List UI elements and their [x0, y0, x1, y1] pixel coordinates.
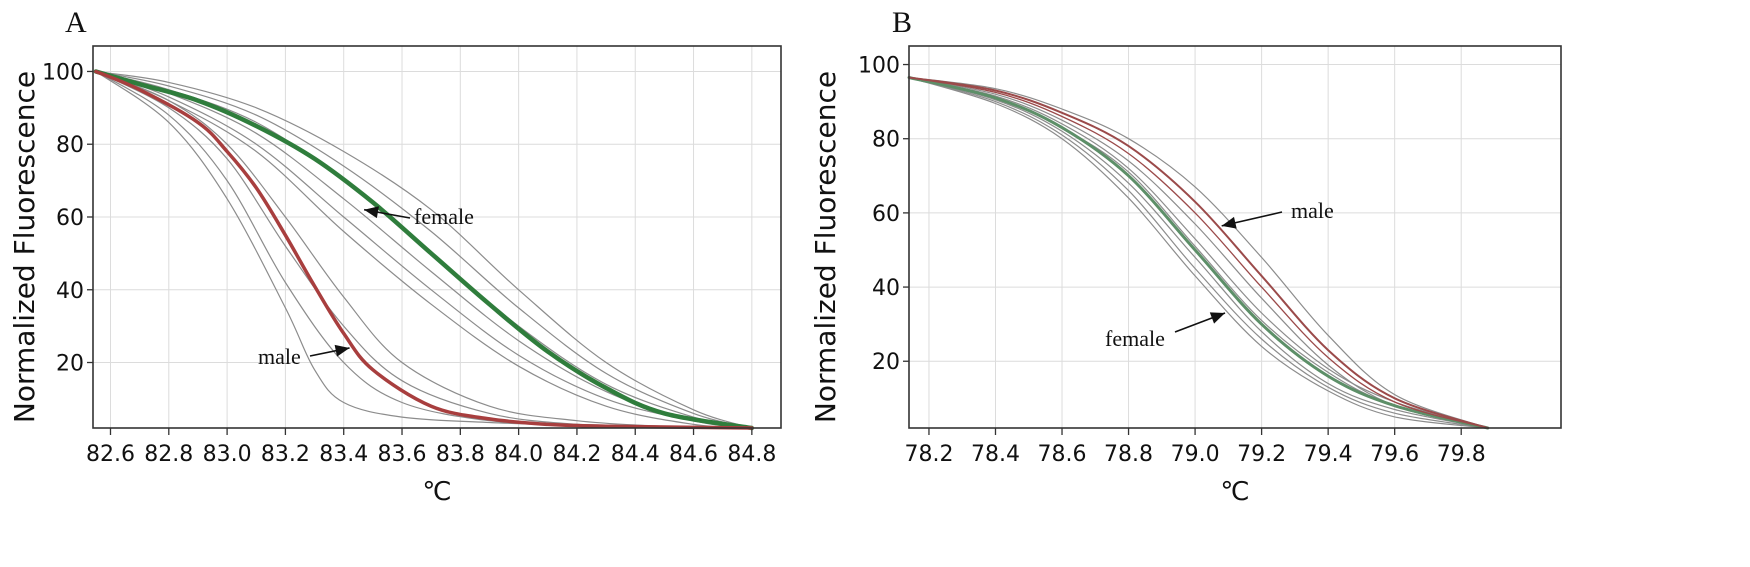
panel-label-b: B — [892, 6, 913, 39]
y-tick-label: 40 — [872, 276, 900, 301]
series-line-gray-female-1 — [908, 76, 1489, 429]
series-line-gray-female-5 — [95, 70, 753, 429]
x-tick-label: 82.6 — [86, 442, 135, 467]
chart-a-svg: 82.6 82.8 83.0 83.2 83.4 83.6 83.8 84.0 84.2 84.4… — [8, 45, 782, 507]
y-axis-label: Normalized Fluorescence — [8, 71, 41, 423]
annotation-arrowhead — [1209, 312, 1226, 324]
x-tick-label: 83.4 — [319, 442, 368, 467]
annotation-label-female: female — [1105, 326, 1165, 351]
x-tick-label: 84.6 — [669, 442, 718, 467]
series-line-gray-female-4 — [95, 70, 753, 429]
y-tick-label: 80 — [872, 128, 900, 153]
x-tick-label: 84.8 — [727, 442, 776, 467]
y-tick-label: 100 — [858, 54, 900, 79]
y-tick-label: 60 — [872, 202, 900, 227]
y-tick-label: 80 — [56, 133, 84, 158]
annotation-arrowhead — [364, 206, 379, 219]
panel-a: A 82.6 82.8 83.0 83.2 83.4 83.6 83.8 84.0 84.2 84… — [8, 6, 782, 507]
series-line-gray-female-6 — [95, 70, 753, 429]
series-line-gray-male-1 — [908, 76, 1489, 429]
annotation-arrowhead — [334, 344, 350, 357]
series-line-female — [907, 76, 1490, 430]
series-line-male-2 — [908, 76, 1489, 429]
x-tick-label: 83.2 — [261, 442, 310, 467]
x-tick-label: 79.4 — [1304, 442, 1353, 467]
y-tick-label: 100 — [42, 60, 84, 85]
x-tick-label: 79.6 — [1370, 442, 1419, 467]
x-tick-label: 78.2 — [904, 442, 953, 467]
plot-area — [909, 46, 1561, 428]
plot-frame — [92, 45, 782, 429]
x-tick-label: 83.0 — [203, 442, 252, 467]
series-line-gray-female-4 — [908, 76, 1489, 429]
series-line-gray-male-3 — [95, 70, 753, 429]
x-tick-label: 79.2 — [1237, 442, 1286, 467]
x-tick-label: 83.6 — [378, 442, 427, 467]
x-tick-label: 79.8 — [1437, 442, 1486, 467]
x-tick-label: 84.2 — [552, 442, 601, 467]
series-line-gray-female-3 — [908, 76, 1489, 429]
y-tick-label: 20 — [56, 352, 84, 377]
y-tick-label: 40 — [56, 279, 84, 304]
panel-label-a: A — [65, 6, 87, 39]
annotation-label-male: male — [258, 344, 301, 369]
x-tick-label: 78.4 — [971, 442, 1020, 467]
annotation-label-female: female — [414, 204, 474, 229]
x-tick-label: 79.0 — [1171, 442, 1220, 467]
x-tick-label: 84.0 — [494, 442, 543, 467]
x-tick-label: 82.8 — [144, 442, 193, 467]
annotation-arrowhead — [1221, 216, 1237, 229]
y-tick-label: 20 — [872, 350, 900, 375]
x-tick-label: 84.4 — [611, 442, 660, 467]
series-line-male — [908, 76, 1489, 429]
series-line-male — [94, 69, 754, 430]
series-line-gray-female-2 — [908, 76, 1489, 429]
y-axis-label: Normalized Fluorescence — [809, 71, 842, 423]
series-line-female — [93, 69, 755, 431]
series-line-gray-female-2 — [95, 70, 753, 429]
series-line-gray-male-2 — [908, 76, 1489, 429]
x-tick-label: 78.8 — [1104, 442, 1153, 467]
x-tick-label: 83.8 — [436, 442, 485, 467]
panel-b: B 78.2 78.4 78.6 78.8 79.0 79.2 79.4 79.6 79.8 20… — [809, 0, 1750, 567]
chart-b-svg: 78.2 78.4 78.6 78.8 79.0 79.2 79.4 79.6 79.8 20 40… — [809, 45, 1562, 507]
annotation-label-male: male — [1291, 198, 1334, 223]
x-axis-label: ℃ — [1220, 477, 1249, 507]
x-tick-label: 78.6 — [1038, 442, 1087, 467]
y-tick-label: 60 — [56, 206, 84, 231]
plot-frame — [908, 45, 1562, 429]
x-axis-label: ℃ — [422, 477, 451, 507]
